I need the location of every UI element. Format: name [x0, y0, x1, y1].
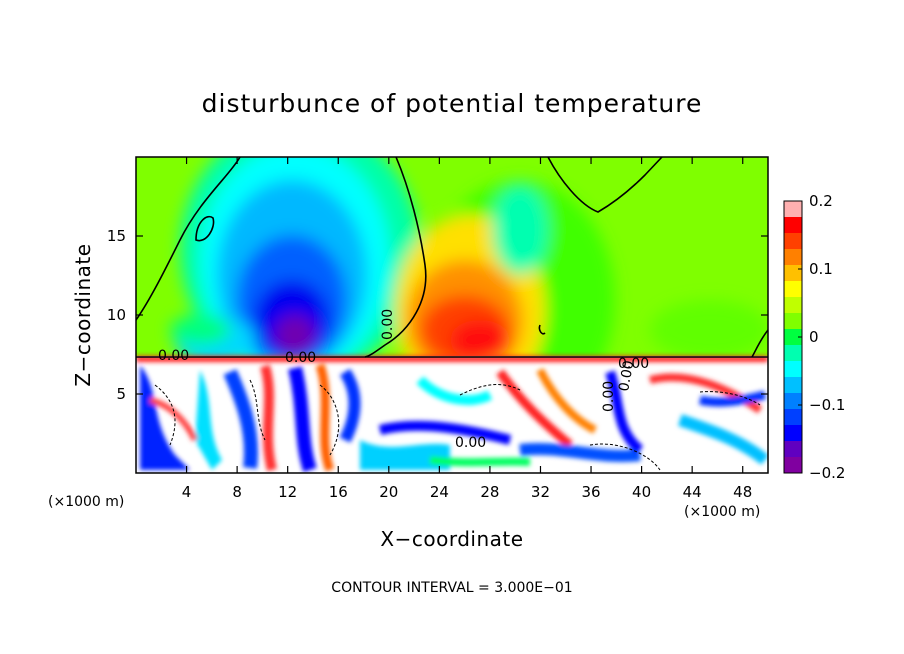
x-tick-label: 24 — [430, 483, 449, 501]
colorbar-band — [784, 457, 802, 474]
colorbar-band — [784, 313, 802, 330]
colorbar-band — [784, 441, 802, 458]
x-tick-label: 8 — [232, 483, 242, 501]
x-tick-label: 28 — [480, 483, 499, 501]
colorbar-band — [784, 297, 802, 314]
colorbar-band — [784, 281, 802, 298]
contour-lines — [136, 157, 768, 358]
colorbar-label: 0 — [809, 328, 819, 346]
x-tick-label: 48 — [733, 483, 752, 501]
contour-label: 0.00 — [380, 309, 396, 340]
colorbar-band — [784, 217, 802, 234]
colorbar-label: −0.1 — [809, 396, 845, 414]
x-axis-ticks: 4 8 12 16 20 24 28 32 36 40 44 48 — [182, 157, 752, 501]
x-tick-label: 36 — [581, 483, 600, 501]
x-units-left: (×1000 m) — [48, 494, 124, 510]
y-tick-label: 15 — [107, 227, 126, 245]
colorbar-band — [784, 361, 802, 378]
y-axis-label: Z−coordinate — [71, 243, 95, 386]
contour-label: 0.00 — [158, 348, 189, 364]
colorbar-label: −0.2 — [809, 464, 845, 482]
x-tick-label: 16 — [329, 483, 348, 501]
colorbar-label: 0.1 — [809, 260, 833, 278]
y-axis-ticks: 5 10 15 — [107, 227, 768, 403]
colorbar-band — [784, 201, 802, 218]
potential-temperature-field — [136, 157, 768, 473]
contour-label: 0.00 — [455, 435, 486, 451]
x-tick-label: 12 — [278, 483, 297, 501]
x-tick-label: 44 — [683, 483, 702, 501]
y-tick-label: 5 — [116, 385, 126, 403]
contour-label: 0.00 — [618, 356, 649, 372]
colorbar-frame — [783, 200, 803, 474]
colorbar-band — [784, 249, 802, 266]
colorbar — [784, 200, 802, 474]
colorbar-band — [784, 265, 802, 282]
colorbar-band — [784, 329, 802, 346]
x-tick-label: 40 — [632, 483, 651, 501]
colorbar-band — [784, 409, 802, 426]
colorbar-band — [784, 377, 802, 394]
x-tick-label: 20 — [379, 483, 398, 501]
y-tick-label: 10 — [107, 306, 126, 324]
colorbar-band — [784, 233, 802, 250]
colorbar-band — [784, 345, 802, 362]
x-axis-label: X−coordinate — [380, 527, 523, 551]
x-units-right: (×1000 m) — [684, 504, 760, 520]
contour-interval-note: CONTOUR INTERVAL = 3.000E−01 — [331, 580, 572, 596]
contour-label: 0.00 — [616, 359, 637, 392]
contour-label: 0.00 — [601, 381, 617, 412]
x-tick-label: 32 — [531, 483, 550, 501]
x-tick-label: 4 — [182, 483, 192, 501]
contour-label: 0.00 — [285, 350, 316, 366]
colorbar-label: 0.2 — [809, 192, 833, 210]
colorbar-band — [784, 425, 802, 442]
colorbar-band — [784, 393, 802, 410]
chart-title: disturbunce of potential temperature — [202, 89, 703, 118]
